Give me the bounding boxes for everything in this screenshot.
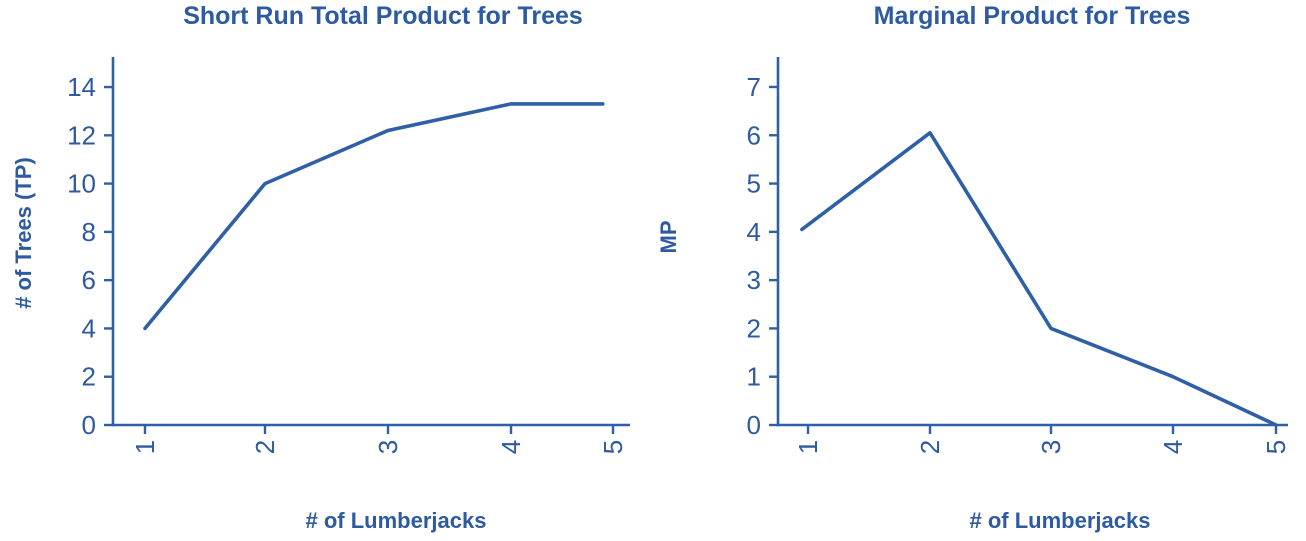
y-tick-label: 2 — [82, 362, 96, 392]
x-tick-label: 1 — [793, 440, 823, 454]
data-line — [800, 131, 1278, 427]
y-tick-label: 10 — [67, 169, 96, 199]
y-tick-label: 14 — [67, 72, 96, 102]
y-tick-label: 3 — [747, 265, 761, 295]
y-tick-label: 7 — [747, 72, 761, 102]
x-tick-label: 3 — [373, 440, 403, 454]
y-tick-label: 6 — [747, 120, 761, 150]
y-tick-label: 2 — [747, 313, 761, 343]
x-tick-label: 4 — [496, 440, 526, 454]
x-tick-label: 2 — [915, 440, 945, 454]
data-line — [143, 102, 605, 331]
y-tick-label: 4 — [747, 217, 761, 247]
mp-chart-title: Marginal Product for Trees — [873, 2, 1191, 30]
x-tick-label: 1 — [130, 440, 160, 454]
y-tick-label: 0 — [747, 410, 761, 440]
y-tick-label: 12 — [67, 120, 96, 150]
mp-x-axis-label: # of Lumberjacks — [969, 508, 1151, 533]
y-tick-label: 8 — [82, 217, 96, 247]
tp-chart-title: Short Run Total Product for Trees — [183, 2, 583, 30]
tp-x-axis-label: # of Lumberjacks — [305, 508, 487, 533]
y-tick-label: 6 — [82, 265, 96, 295]
x-tick-label: 5 — [598, 440, 628, 454]
x-tick-label: 3 — [1036, 440, 1066, 454]
x-tick-label: 5 — [1261, 440, 1291, 454]
y-tick-label: 1 — [747, 362, 761, 392]
y-tick-label: 0 — [82, 410, 96, 440]
x-tick-label: 2 — [250, 440, 280, 454]
x-tick-label: 4 — [1158, 440, 1188, 454]
y-tick-label: 5 — [747, 169, 761, 199]
y-tick-label: 4 — [82, 313, 96, 343]
